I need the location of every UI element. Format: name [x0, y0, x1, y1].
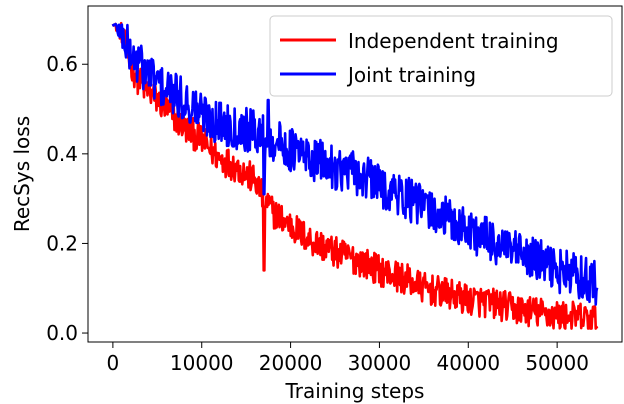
y-tick-label: 0.0 [46, 321, 78, 345]
y-tick-label: 0.2 [46, 231, 78, 255]
legend-label-independent-training: Independent training [348, 29, 559, 53]
series-line-independent-training [111, 21, 599, 330]
x-tick-label: 20000 [259, 351, 323, 375]
legend-box [269, 15, 613, 97]
legend: Independent training Joint training [269, 15, 613, 97]
x-tick-label: 0 [107, 351, 120, 375]
x-axis: 0 10000 20000 30000 40000 50000 [107, 342, 589, 375]
y-axis-title: RecSys loss [10, 116, 34, 232]
series-line-joint-training [111, 22, 599, 306]
plot-frame [87, 5, 623, 343]
y-tick-label: 0.6 [46, 52, 78, 76]
x-tick-label: 30000 [348, 351, 412, 375]
x-tick-label: 40000 [436, 351, 500, 375]
series-layer [111, 21, 599, 330]
y-tick-label: 0.4 [46, 142, 78, 166]
x-tick-label: 10000 [170, 351, 234, 375]
x-tick-label: 50000 [525, 351, 589, 375]
legend-label-joint-training: Joint training [346, 63, 476, 87]
y-axis: 0.0 0.2 0.4 0.6 [46, 52, 88, 345]
x-axis-title: Training steps [285, 379, 425, 403]
